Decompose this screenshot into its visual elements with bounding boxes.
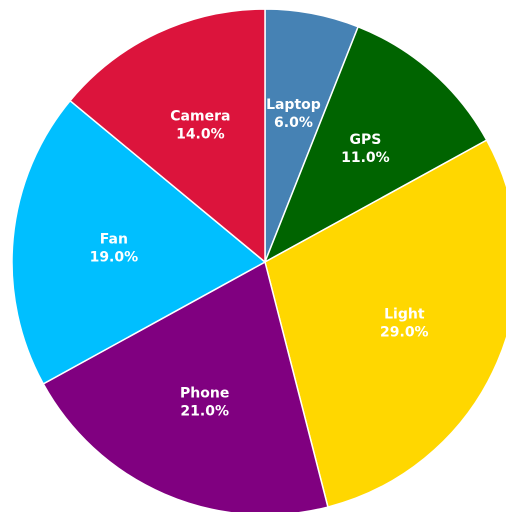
pie-slice-phone bbox=[42, 261, 329, 512]
slice-percent: 21.0% bbox=[180, 403, 229, 419]
pie-slice-fan bbox=[11, 99, 266, 385]
slice-name: Phone bbox=[180, 385, 229, 401]
slice-label-phone: Phone 21.0% bbox=[180, 385, 229, 419]
slice-label-fan: Fan 19.0% bbox=[90, 232, 139, 266]
slice-percent: 29.0% bbox=[380, 324, 429, 340]
slice-name: Laptop bbox=[266, 97, 321, 113]
slice-percent: 11.0% bbox=[341, 150, 390, 166]
slice-name: GPS bbox=[349, 132, 381, 148]
slice-name: Light bbox=[384, 306, 425, 322]
slice-name: Camera bbox=[170, 109, 230, 125]
pie-labels: Laptop 6.0% GPS 11.0% Light 29.0% Phone 21.0% Fa… bbox=[90, 97, 429, 419]
slice-label-laptop: Laptop 6.0% bbox=[266, 97, 321, 131]
pie-slice-light bbox=[264, 139, 506, 508]
pie-slice-gps bbox=[264, 26, 488, 263]
slice-label-light: Light 29.0% bbox=[380, 306, 429, 340]
pie-slices bbox=[11, 8, 506, 512]
slice-name: Fan bbox=[100, 232, 128, 248]
slice-percent: 6.0% bbox=[274, 115, 313, 131]
slice-label-camera: Camera 14.0% bbox=[170, 109, 230, 143]
slice-percent: 14.0% bbox=[176, 127, 225, 143]
slice-percent: 19.0% bbox=[90, 250, 139, 266]
pie-slice-camera bbox=[69, 8, 266, 263]
slice-label-gps: GPS 11.0% bbox=[341, 132, 390, 166]
